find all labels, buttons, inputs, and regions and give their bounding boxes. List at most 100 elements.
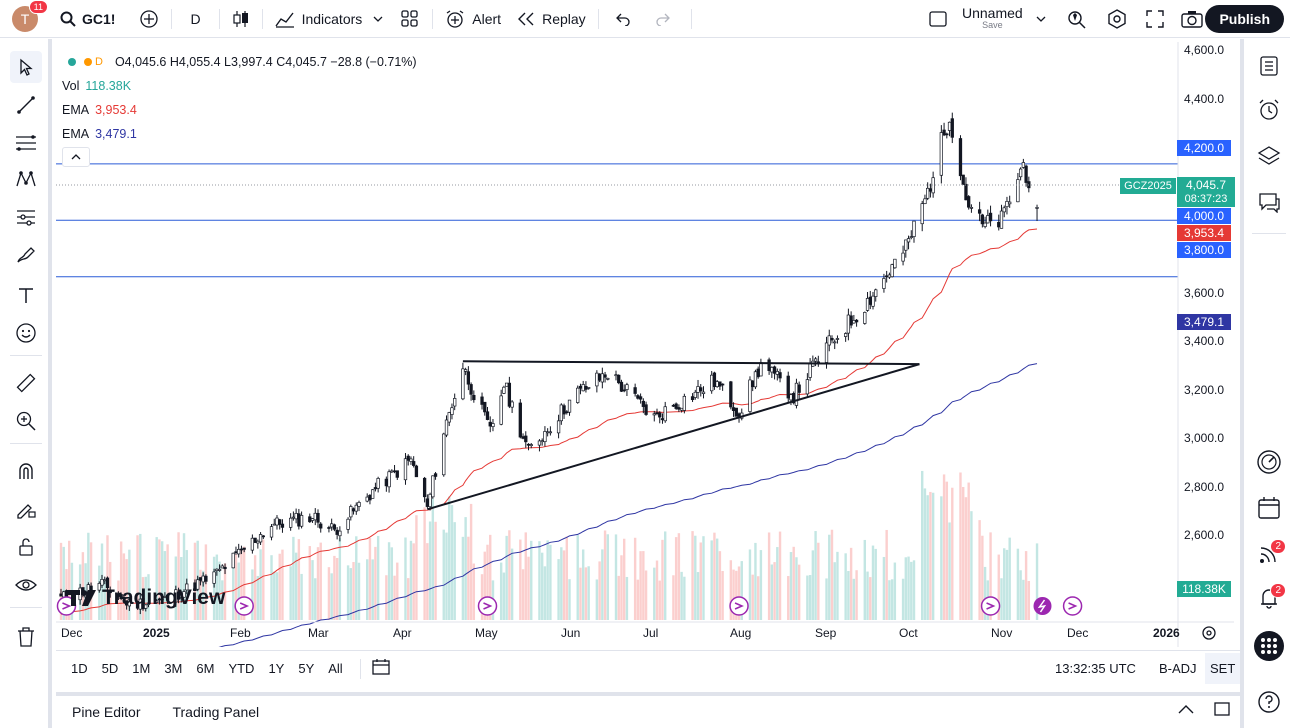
candles-icon	[232, 10, 248, 27]
redo-button[interactable]	[643, 0, 683, 38]
publish-button[interactable]: Publish	[1205, 5, 1284, 33]
volume-bar	[330, 573, 333, 620]
volume-bar	[852, 578, 856, 620]
ema-fast-legend-row[interactable]: EMA 3,953.4	[62, 98, 417, 122]
candle-body	[638, 396, 643, 400]
candle-body	[712, 372, 717, 388]
hide-drawings-button[interactable]	[10, 569, 42, 601]
range-6m[interactable]: 6M	[196, 661, 215, 676]
volume-legend-row[interactable]: Vol 118.38K	[62, 74, 417, 98]
event-marker-icon	[729, 596, 749, 616]
range-ytd[interactable]: YTD	[228, 661, 255, 676]
ema-slow-legend-row[interactable]: EMA 3,479.1	[62, 122, 417, 146]
interval-button[interactable]: D	[190, 10, 201, 27]
trendlines[interactable]	[427, 360, 920, 511]
axis-settings-button[interactable]	[1200, 624, 1218, 645]
bar-countdown: 08:37:23	[1184, 193, 1228, 205]
session-toggle[interactable]: SET	[1205, 653, 1241, 684]
utc-clock[interactable]: 13:32:35 UTC	[1055, 661, 1136, 676]
remove-drawings-button[interactable]	[10, 621, 42, 653]
layout-control[interactable]: Unnamed Save	[928, 0, 1047, 38]
ideas-stream-button[interactable]: 2	[1252, 537, 1286, 571]
stay-in-drawing-button[interactable]	[10, 493, 42, 525]
candle-body	[146, 602, 151, 605]
snapshot-button[interactable]	[1180, 9, 1204, 32]
data-window-button[interactable]	[1252, 139, 1286, 173]
range-all[interactable]: All	[328, 661, 343, 676]
chart-type-button[interactable]	[224, 0, 258, 38]
range-1m[interactable]: 1M	[132, 661, 151, 676]
candle-body	[319, 523, 323, 529]
indicators-button[interactable]: Indicators	[267, 0, 393, 38]
text-tool-button[interactable]	[10, 279, 42, 311]
candle-body	[699, 387, 703, 392]
quick-search-button[interactable]	[1066, 9, 1088, 32]
volume-bar	[275, 572, 279, 620]
calendar-button[interactable]	[1252, 491, 1286, 525]
emoji-tool-button[interactable]	[10, 317, 42, 349]
candle-body	[442, 433, 446, 476]
candle-body	[753, 371, 758, 388]
go-to-date-button[interactable]	[371, 658, 391, 679]
collapse-legend-button[interactable]	[62, 147, 90, 167]
cursor-tool-button[interactable]	[10, 51, 42, 83]
candle-body	[223, 566, 227, 570]
candle-body	[483, 401, 487, 413]
adjustment-toggle[interactable]: B-ADJ	[1159, 661, 1197, 676]
zoom-tool-button[interactable]	[10, 405, 42, 437]
alert-button[interactable]: Alert	[437, 0, 509, 38]
range-5d[interactable]: 5D	[101, 661, 119, 676]
volume-bar	[792, 546, 795, 620]
collapse-panel-button[interactable]	[1176, 702, 1196, 719]
products-button[interactable]	[1254, 631, 1284, 661]
hline-4200-label[interactable]: 4,200.0	[1177, 140, 1231, 156]
toolbar-divider	[10, 355, 42, 356]
pattern-tool-button[interactable]	[10, 163, 42, 195]
volume-bar	[316, 547, 320, 620]
price-tick: 4,400.0	[1184, 92, 1225, 106]
tab-pine-editor[interactable]: Pine Editor	[72, 704, 141, 720]
user-avatar[interactable]: T 11	[12, 0, 48, 32]
maximize-panel-button[interactable]	[1212, 700, 1232, 721]
compare-button[interactable]	[131, 0, 167, 38]
alerts-button[interactable]	[1252, 93, 1286, 127]
price-chart[interactable]	[56, 42, 1234, 647]
candle-body	[217, 568, 222, 571]
technicals-button[interactable]	[1252, 445, 1286, 479]
magnet-button[interactable]	[10, 455, 42, 487]
volume-bar	[308, 546, 311, 620]
watchlist-button[interactable]	[1252, 49, 1286, 83]
hline-3800-label[interactable]: 3,800.0	[1177, 242, 1231, 258]
trendline-tool-button[interactable]	[10, 89, 42, 121]
settings-button[interactable]	[1106, 9, 1128, 32]
volume-bar	[89, 542, 93, 620]
toolbar-divider	[261, 8, 263, 29]
horizontal-lines[interactable]	[56, 163, 1178, 278]
fullscreen-button[interactable]	[1145, 9, 1165, 32]
replay-button[interactable]: Replay	[509, 0, 594, 38]
fib-tool-button[interactable]	[10, 127, 42, 159]
candle-body	[256, 540, 260, 544]
range-5y[interactable]: 5Y	[298, 661, 315, 676]
layout-save[interactable]: Save	[982, 20, 1003, 30]
range-1y[interactable]: 1Y	[268, 661, 285, 676]
symbol-search-button[interactable]: GC1!	[52, 0, 123, 38]
notifications-button[interactable]: 2	[1252, 581, 1286, 615]
brush-tool-button[interactable]	[10, 239, 42, 271]
range-3m[interactable]: 3M	[164, 661, 183, 676]
chats-button[interactable]	[1252, 185, 1286, 219]
volume-bar	[945, 481, 949, 620]
range-1d[interactable]: 1D	[71, 661, 88, 676]
help-button[interactable]	[1252, 685, 1286, 719]
speedometer-icon	[1257, 450, 1281, 474]
hline-4000-label[interactable]: 4,000.0	[1177, 208, 1231, 224]
measure-tool-button[interactable]	[10, 367, 42, 399]
undo-button[interactable]	[603, 0, 643, 38]
forecasting-tool-button[interactable]	[10, 201, 42, 233]
templates-button[interactable]	[392, 0, 428, 38]
lock-drawings-button[interactable]	[10, 531, 42, 563]
volume-bar	[568, 579, 571, 620]
candle-body	[365, 496, 369, 502]
candle-body	[775, 370, 779, 375]
tab-trading-panel[interactable]: Trading Panel	[172, 704, 260, 720]
